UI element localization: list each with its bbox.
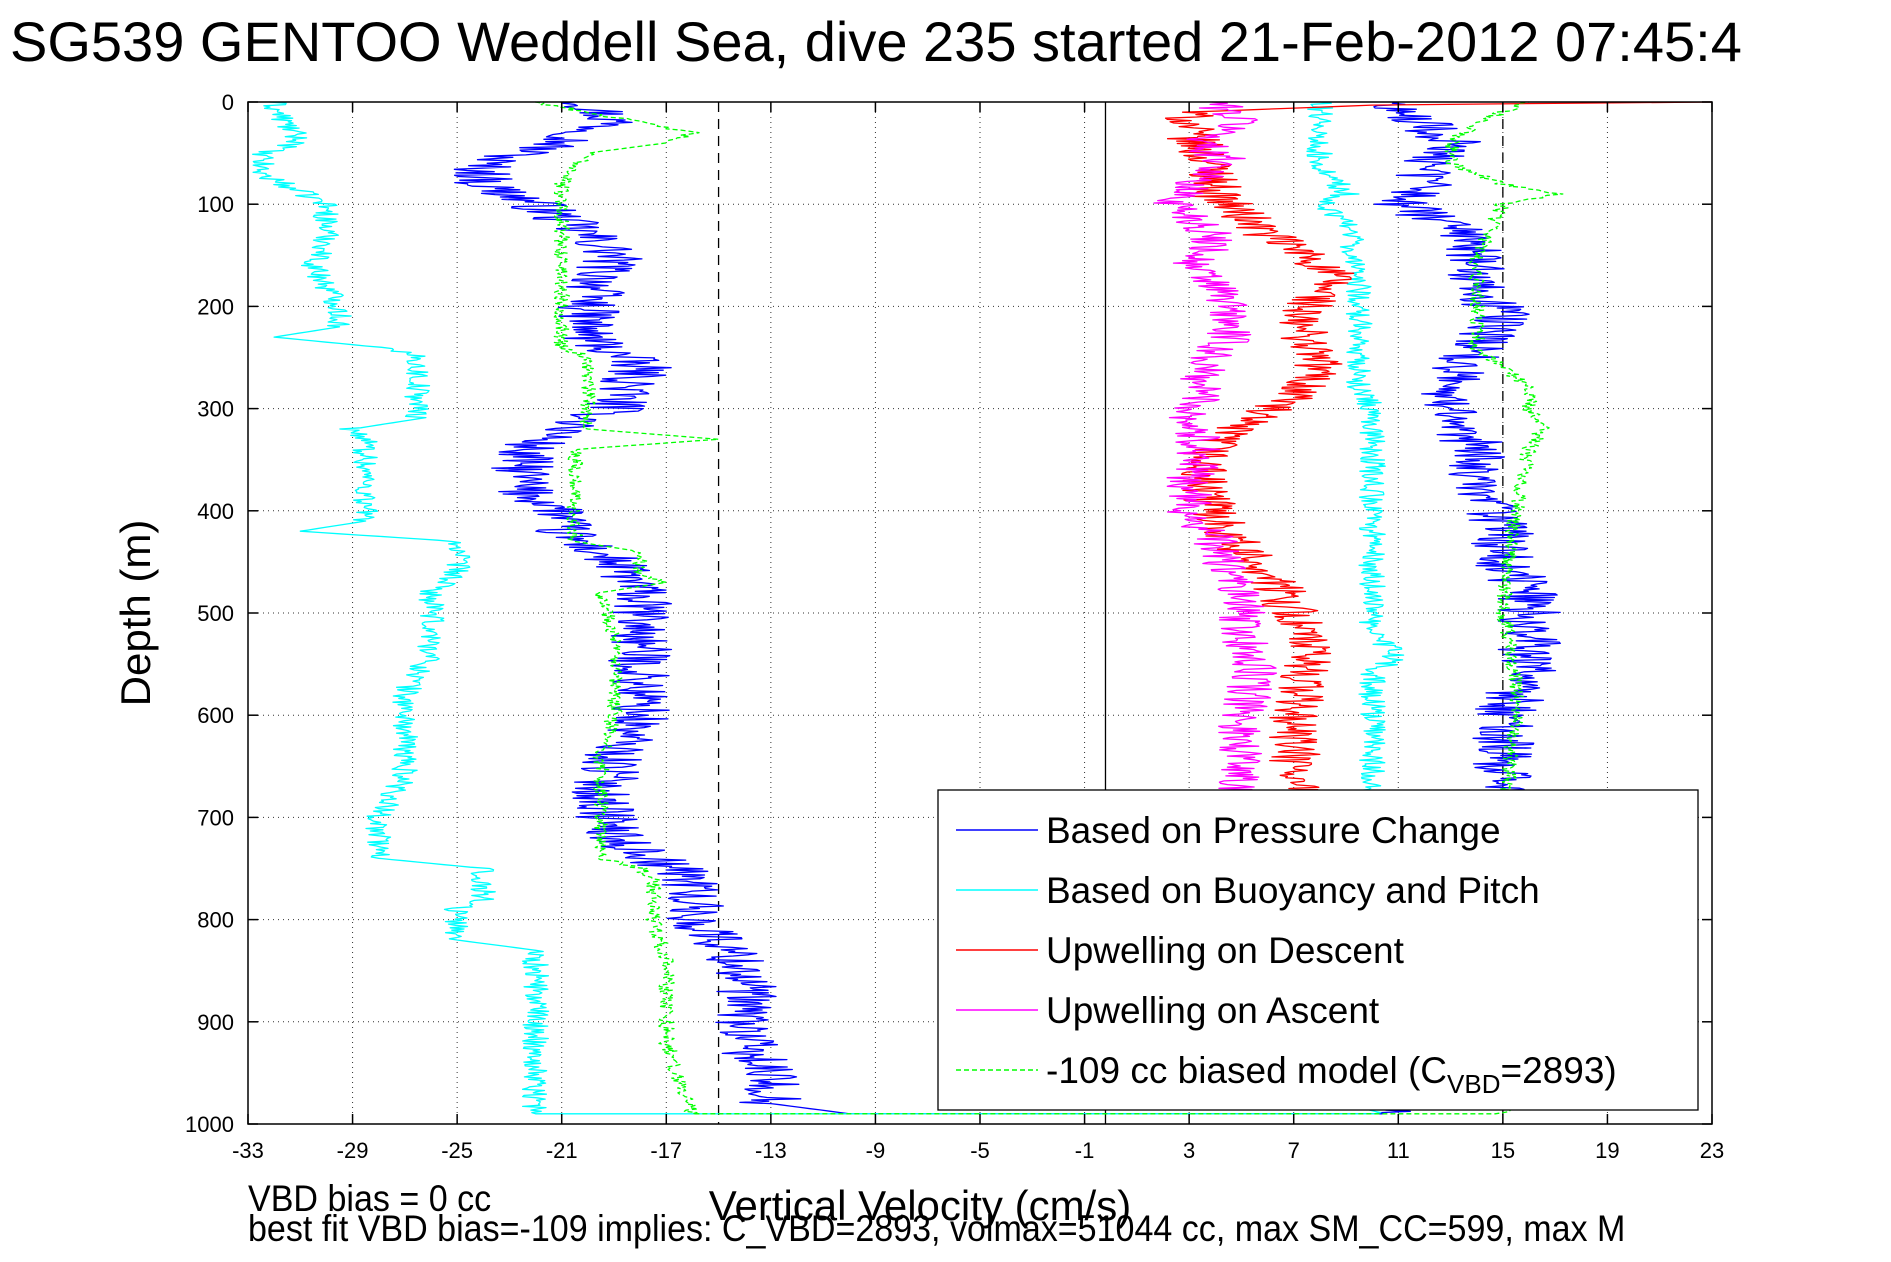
series-line-5 [535,101,1564,1115]
x-tick-label: -29 [337,1138,369,1163]
x-tick-label: -9 [866,1138,886,1163]
y-tick-label: 1000 [185,1112,234,1137]
y-tick-label: 600 [197,703,234,728]
legend-label: -109 cc biased model (CVBD=2893) [1046,1050,1617,1099]
x-tick-label: 23 [1700,1138,1724,1163]
x-tick-label: 3 [1183,1138,1195,1163]
y-tick-label: 100 [197,192,234,217]
y-tick-label: 900 [197,1010,234,1035]
y-tick-label: 0 [222,90,234,115]
y-tick-label: 800 [197,908,234,933]
y-tick-label: 300 [197,397,234,422]
x-tick-label: -5 [970,1138,990,1163]
y-tick-label: 400 [197,499,234,524]
legend-label-text: -109 cc biased model (C [1046,1050,1447,1091]
x-tick-label: 19 [1595,1138,1619,1163]
y-tick-label: 700 [197,805,234,830]
x-tick-label: -17 [650,1138,682,1163]
x-tick-label: -1 [1075,1138,1095,1163]
legend-label: Upwelling on Descent [1046,930,1405,971]
y-tick-label: 500 [197,601,234,626]
legend-box [937,789,1699,1111]
x-axis-label: Vertical Velocity (cm/s) [709,1182,1131,1229]
legend-label: Based on Pressure Change [1046,810,1501,851]
x-tick-label: -21 [546,1138,578,1163]
x-tick-label: -33 [232,1138,264,1163]
x-tick-label: -13 [755,1138,787,1163]
chart-title: SG539 GENTOO Weddell Sea, dive 235 start… [10,10,1742,73]
series-line-4 [1153,101,1278,798]
footer-vbd-bias: VBD bias = 0 cc [248,1178,492,1219]
series-line-2 [252,101,1405,1115]
series-layer [252,101,1713,1115]
y-axis-label: Depth (m) [112,520,159,707]
series-line-3 [1164,101,1713,798]
legend-label-subscript: VBD [1447,1069,1500,1099]
x-tick-label: -25 [441,1138,473,1163]
legend-label: Based on Buoyancy and Pitch [1046,870,1540,911]
y-tick-label: 200 [197,294,234,319]
legend-label: Upwelling on Ascent [1046,990,1380,1031]
tick-layer: -33 -29 -25 -21 -17 -13 -9 -5 -1 3 7 11 15 19 23010020… [185,90,1724,1163]
legend: Based on Pressure Change Based on Buoyanc… [937,789,1699,1111]
x-tick-label: 15 [1491,1138,1515,1163]
footer-best-fit: best fit VBD bias=-109 implies: C_VBD=28… [248,1208,1626,1249]
x-tick-label: 7 [1288,1138,1300,1163]
legend-label-text: =2893) [1501,1050,1617,1091]
x-tick-label: 11 [1387,1138,1410,1163]
